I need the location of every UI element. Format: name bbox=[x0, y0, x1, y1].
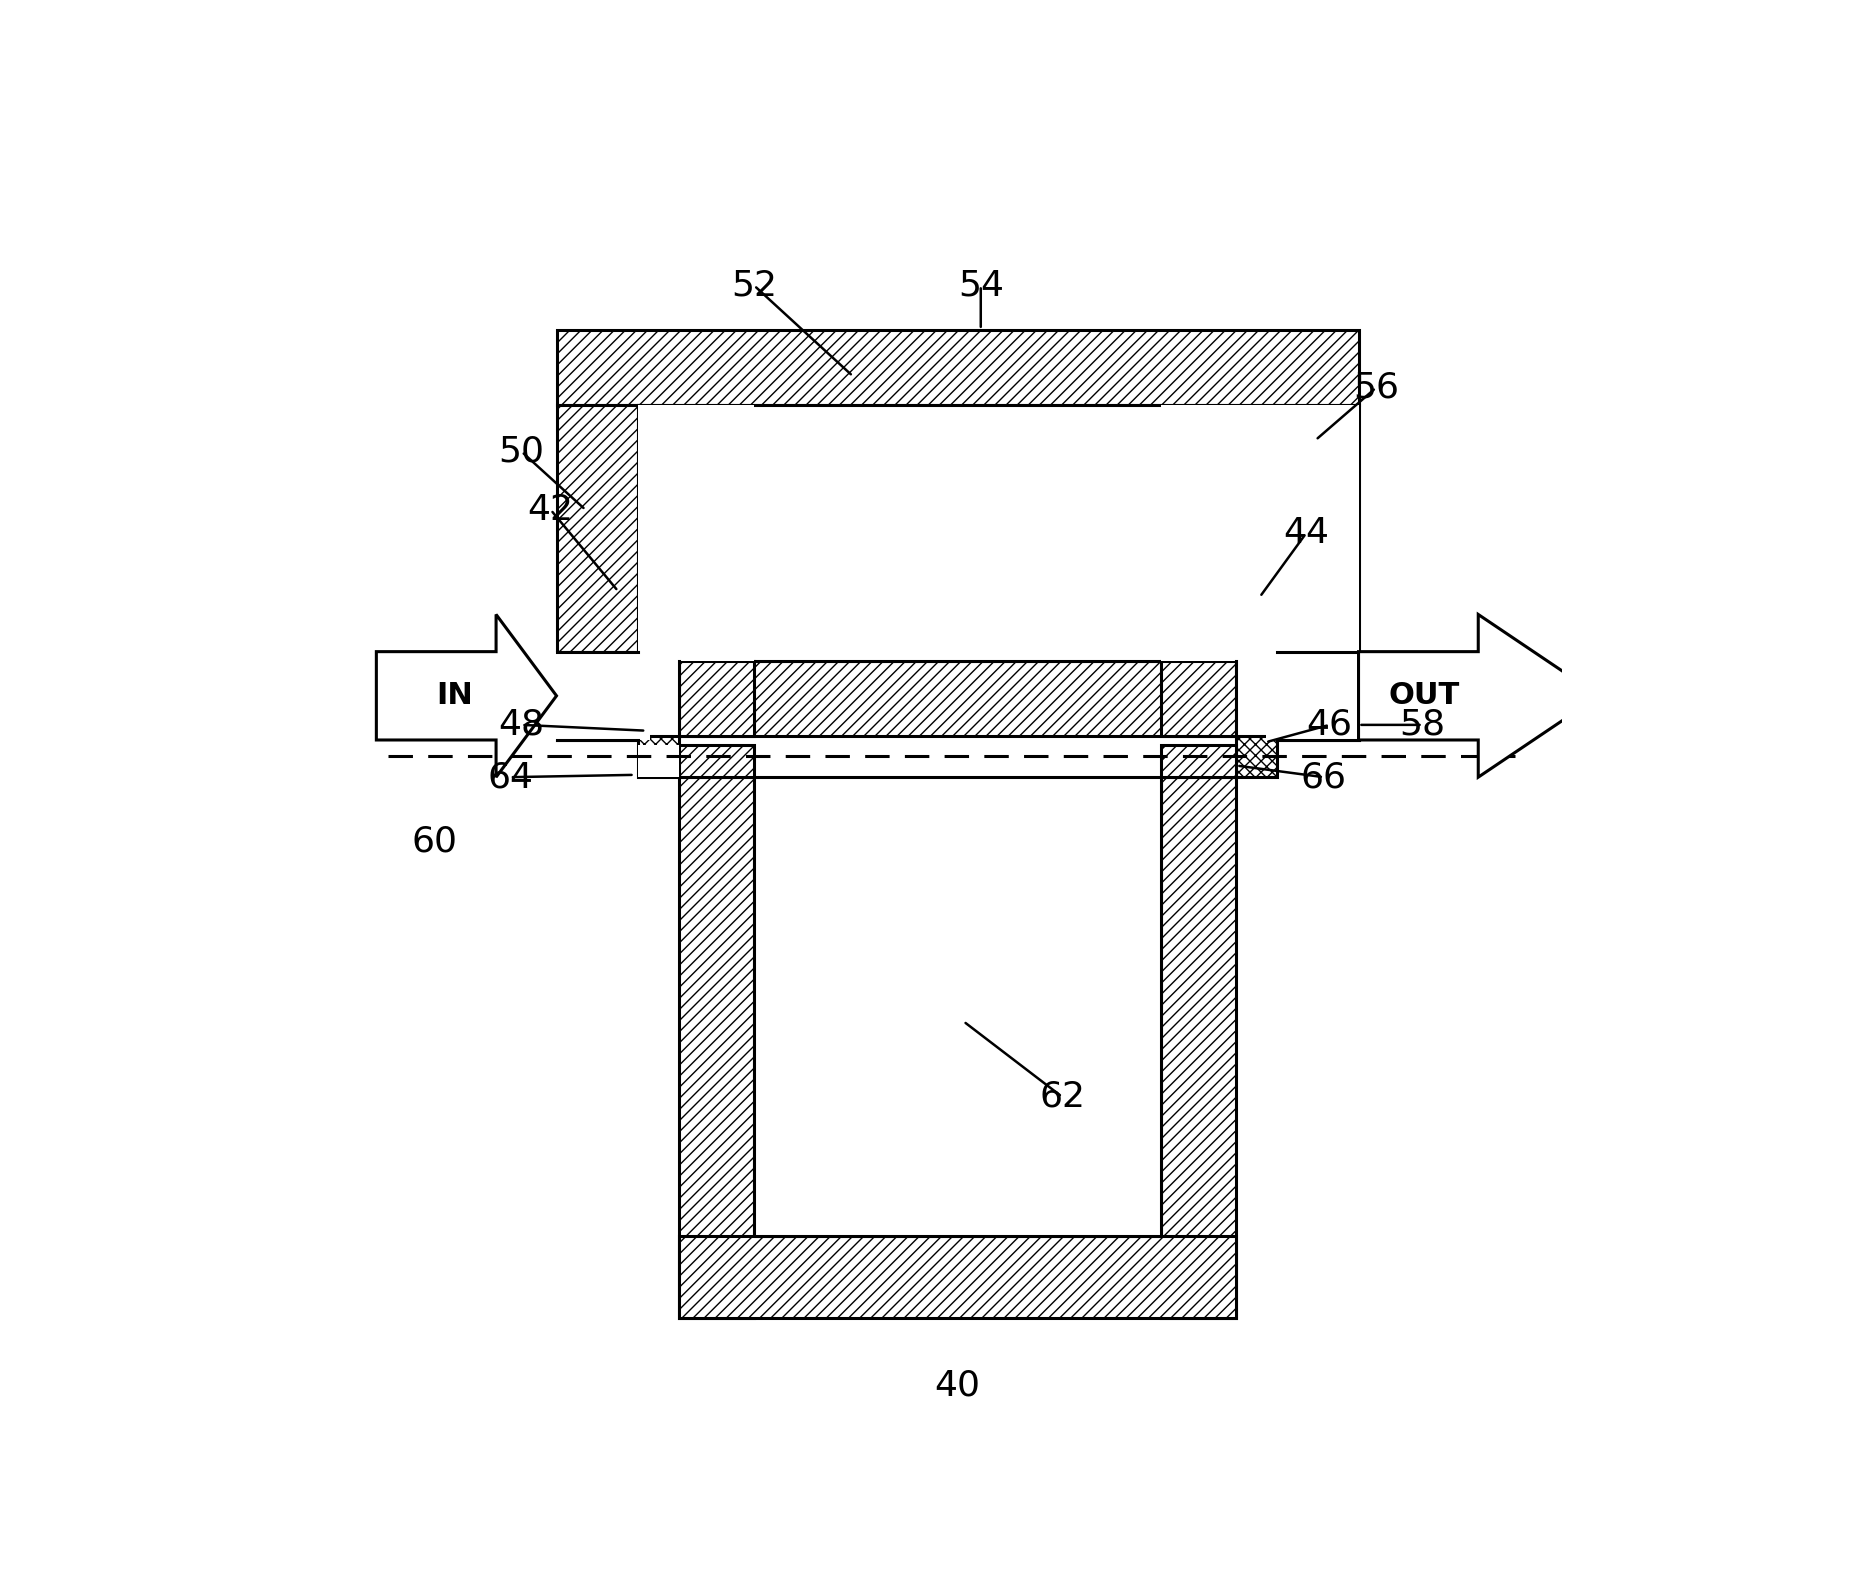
Text: 46: 46 bbox=[1307, 708, 1352, 742]
Text: 50: 50 bbox=[500, 434, 544, 469]
Text: 64: 64 bbox=[487, 761, 533, 794]
Polygon shape bbox=[377, 615, 557, 777]
Bar bbox=[639, 661, 678, 777]
Bar bbox=[639, 745, 678, 777]
Text: 40: 40 bbox=[934, 1368, 980, 1403]
Text: 44: 44 bbox=[1283, 517, 1330, 550]
Text: 52: 52 bbox=[732, 268, 776, 303]
Text: 48: 48 bbox=[498, 708, 544, 742]
Bar bbox=[639, 406, 1278, 661]
Bar bbox=[678, 661, 754, 737]
Bar bbox=[1161, 661, 1237, 737]
Bar bbox=[557, 330, 1359, 406]
Bar bbox=[1161, 777, 1237, 1317]
Text: 54: 54 bbox=[958, 268, 1005, 303]
Bar bbox=[557, 661, 1359, 737]
Text: OUT: OUT bbox=[1389, 682, 1460, 710]
Bar bbox=[557, 737, 639, 740]
Text: 66: 66 bbox=[1300, 761, 1346, 794]
Text: 60: 60 bbox=[412, 824, 457, 857]
Text: IN: IN bbox=[436, 682, 474, 710]
Text: 42: 42 bbox=[527, 493, 574, 526]
Bar bbox=[1278, 406, 1359, 651]
Bar bbox=[1237, 659, 1278, 737]
Bar bbox=[557, 406, 639, 651]
Polygon shape bbox=[1359, 615, 1599, 777]
Bar bbox=[1278, 737, 1359, 740]
Bar bbox=[754, 777, 1161, 1236]
Bar bbox=[678, 745, 754, 777]
Bar bbox=[639, 659, 678, 737]
Text: 56: 56 bbox=[1354, 371, 1398, 404]
Bar bbox=[1161, 406, 1359, 661]
Text: 58: 58 bbox=[1400, 708, 1445, 742]
Text: 62: 62 bbox=[1040, 1079, 1084, 1114]
Bar bbox=[1265, 651, 1370, 740]
Bar bbox=[639, 406, 754, 661]
Bar bbox=[1237, 661, 1278, 777]
Bar bbox=[1161, 745, 1237, 777]
Bar bbox=[678, 777, 754, 1317]
Bar bbox=[544, 651, 650, 740]
Bar bbox=[678, 1236, 1237, 1317]
